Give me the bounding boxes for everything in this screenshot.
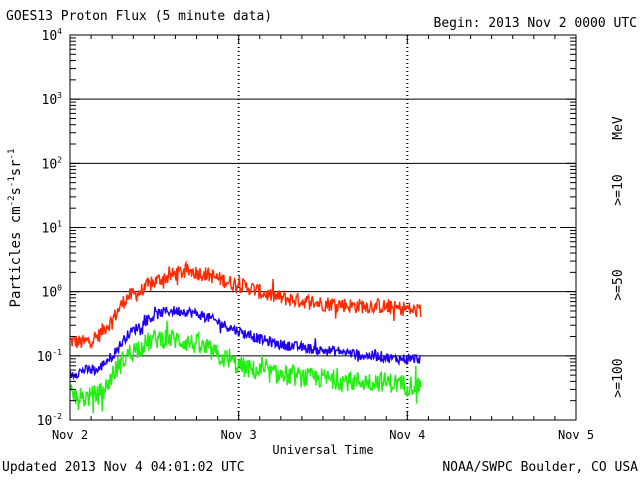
- y-tick-label: 103: [42, 91, 63, 108]
- updated-timestamp: Updated 2013 Nov 4 04:01:02 UTC: [2, 460, 245, 475]
- x-tick-label: Nov 2: [52, 428, 88, 442]
- series-line-100mev: [69, 320, 422, 414]
- begin-date: Begin: 2013 Nov 2 0000 UTC: [433, 16, 638, 31]
- y-tick-label: 10-2: [37, 412, 62, 429]
- series-line-50mev: [69, 305, 422, 381]
- x-axis-ticks: Nov 2 Nov 3 Nov 4 Nov 5: [52, 35, 594, 442]
- x-tick-label: Nov 3: [221, 428, 257, 442]
- y-axis-label: Particles cm-2s-1sr-1: [7, 149, 24, 308]
- credit-text: NOAA/SWPC Boulder, CO USA: [442, 460, 638, 475]
- y-tick-label: 101: [42, 220, 63, 237]
- legend-ge100: >=100: [611, 358, 626, 397]
- y-axis-ticks: 10-2 10-1 100 101 102 103 104: [37, 27, 576, 429]
- legend-ge10: >=10: [611, 174, 626, 205]
- series-line-10mev: [69, 259, 422, 350]
- x-tick-label: Nov 5: [558, 428, 594, 442]
- y-tick-label: 10-1: [37, 348, 62, 365]
- data-series: [69, 259, 422, 414]
- x-tick-label: Nov 4: [389, 428, 425, 442]
- x-axis-label: Universal Time: [272, 443, 373, 457]
- y-tick-label: 104: [42, 27, 63, 44]
- unit-label-mev: MeV: [611, 116, 626, 140]
- y-tick-label: 100: [42, 284, 63, 301]
- grid-lines: [70, 35, 576, 420]
- y-tick-label: 102: [42, 155, 63, 172]
- legend-ge50: >=50: [611, 269, 626, 300]
- chart-title: GOES13 Proton Flux (5 minute data): [6, 9, 273, 24]
